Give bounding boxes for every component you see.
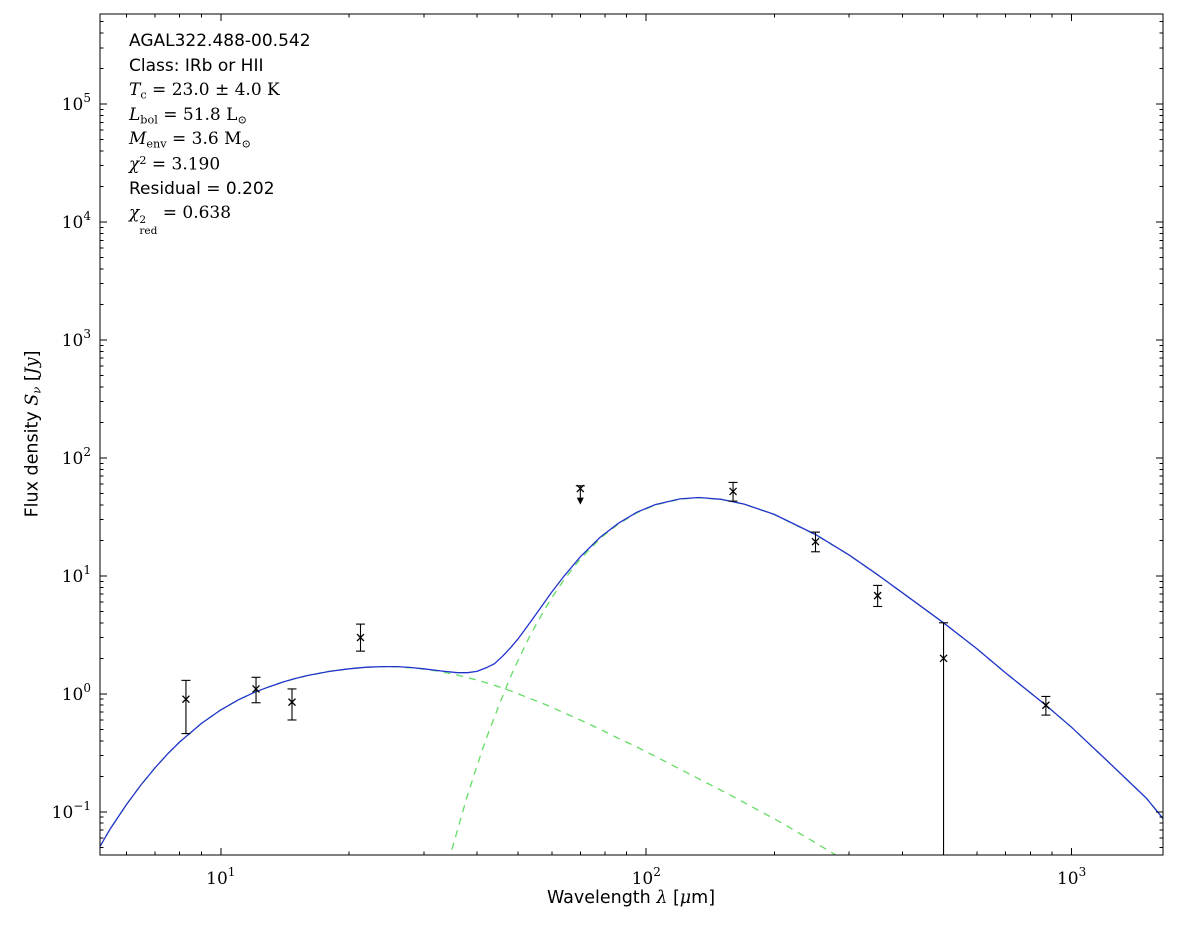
data-point: [939, 622, 949, 855]
y-tick-label: 105: [62, 91, 91, 115]
data-point: [356, 623, 366, 652]
model-total-curve: [100, 496, 1163, 848]
plot-data-layer: [100, 481, 1163, 855]
y-axis-label: Flux density Sν [Jy]: [22, 350, 44, 518]
source-name: AGAL322.488-00.542: [129, 31, 311, 51]
dust-temperature: Tc = 23.0 ± 4.0 K: [129, 80, 280, 102]
envelope-mass: Menv = 3.6 M⊙: [129, 129, 251, 151]
residual: Residual = 0.202: [129, 178, 275, 199]
y-tick-label: 101: [62, 563, 91, 587]
y-tick-label: 100: [62, 681, 91, 705]
data-point: [873, 584, 883, 608]
chi-squared: χ2 = 3.190: [129, 153, 221, 175]
upper-limit-arrow-icon: [576, 497, 584, 505]
axes-frame: [99, 13, 1164, 856]
x-tick-label: 103: [1057, 865, 1086, 889]
bolometric-luminosity: Lbol = 51.8 L⊙: [129, 104, 247, 127]
data-point: [728, 481, 738, 502]
data-point: [287, 688, 297, 721]
reduced-chi-squared: χ 2 red = 0.638: [129, 203, 232, 237]
y-tick-label: 10−1: [52, 799, 91, 823]
annotation-block: AGAL322.488-00.542 Class: IRb or HII Tc = …: [129, 31, 311, 237]
y-tick-label: 102: [62, 445, 91, 469]
data-point: [251, 676, 261, 704]
x-tick-label: 101: [206, 865, 235, 889]
class-label: Class: IRb or HII: [129, 55, 264, 76]
tick-labels: 101 102 103 10−1 100 101 102 103 104 105: [52, 91, 1087, 889]
data-point: [575, 484, 585, 505]
data-point: [181, 679, 191, 735]
sup-sub-stack: 2 red: [139, 213, 158, 237]
y-tick-label: 104: [62, 209, 92, 233]
data-point: [1041, 695, 1051, 716]
data-point: [810, 531, 820, 553]
warm-component-curve: [100, 665, 837, 855]
x-axis-label: Wavelength λ [μm]: [546, 888, 716, 908]
y-tick-label: 103: [62, 327, 91, 351]
x-tick-label: 102: [632, 865, 661, 889]
